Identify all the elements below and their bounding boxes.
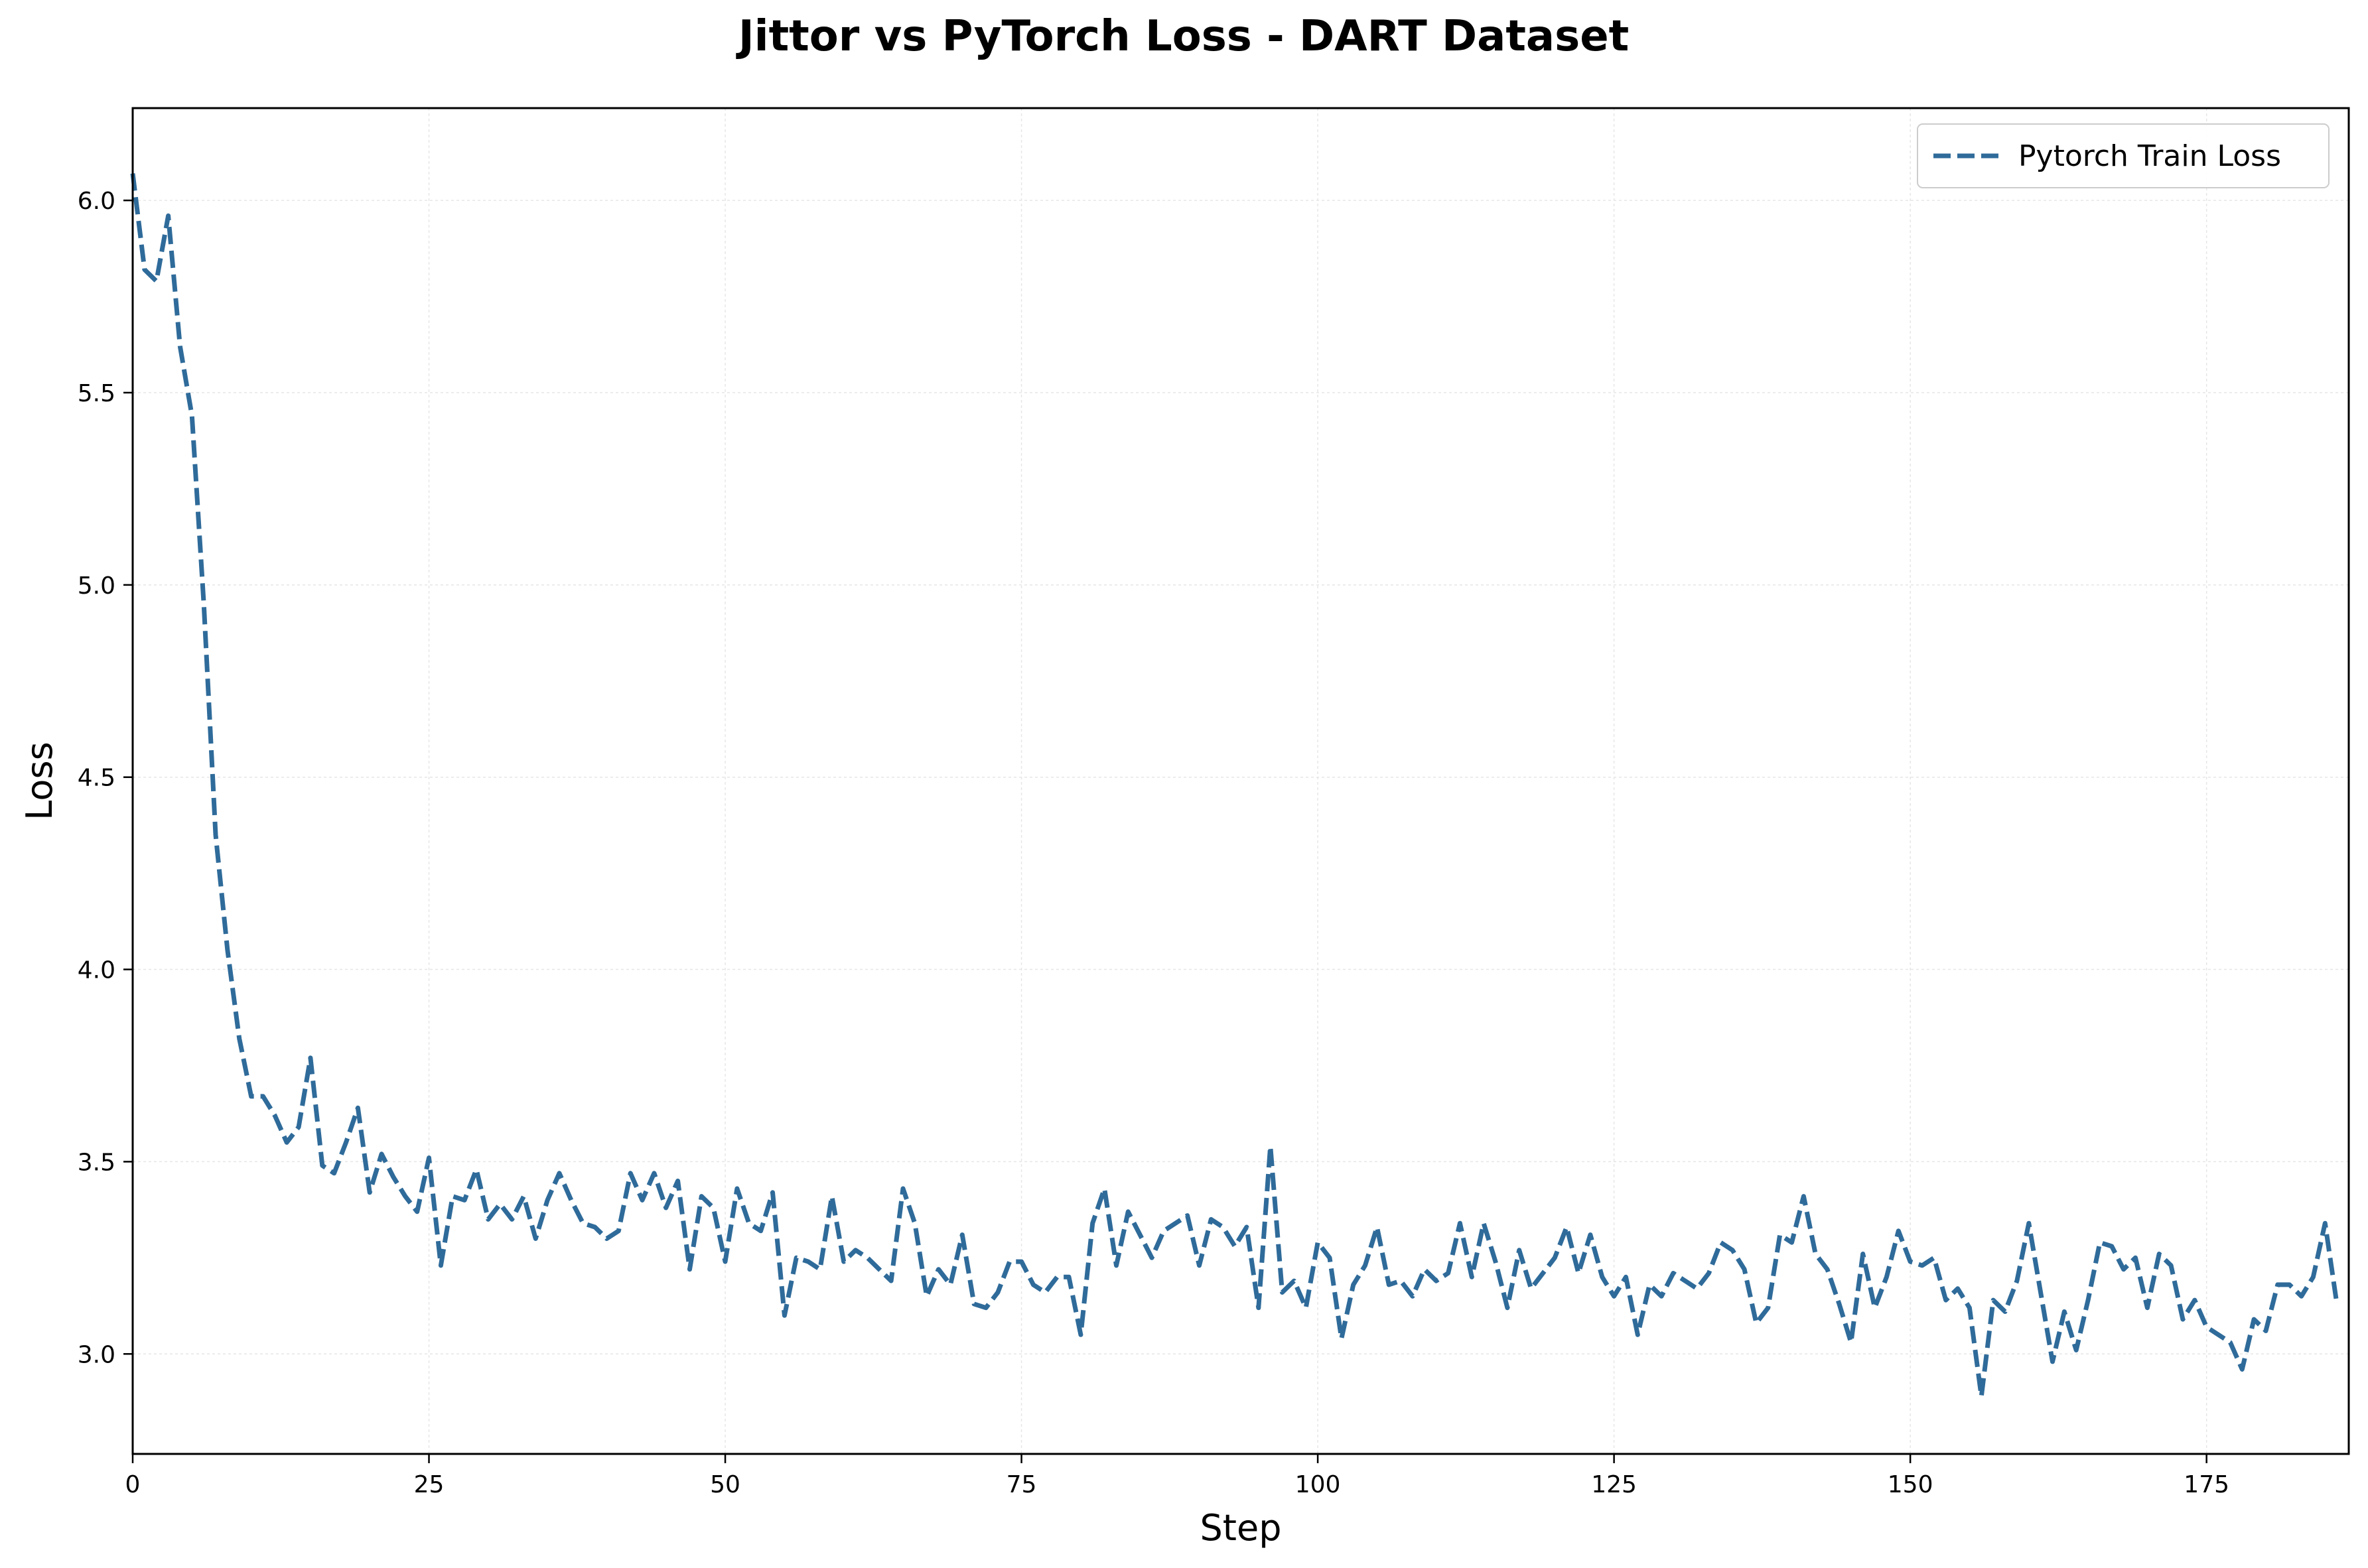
legend-box: [1917, 123, 2330, 188]
series-layer: [130, 173, 2339, 1399]
plot-frame: [131, 107, 2350, 1455]
y-axis-label: Loss: [19, 742, 60, 820]
x-tick-label: 125: [1591, 1471, 1637, 1498]
x-tick-label: 100: [1295, 1471, 1341, 1498]
x-tick-label: 0: [125, 1471, 141, 1498]
x-tick-label: 150: [1888, 1471, 1933, 1498]
legend-label: Pytorch Train Loss: [2018, 139, 2281, 173]
legend: Pytorch Train Loss: [1917, 123, 2330, 188]
y-tick-label: 4.5: [78, 765, 115, 792]
series-line-0: [130, 173, 2339, 1399]
chart-title: Jittor vs PyTorch Loss - DART Dataset: [736, 12, 1629, 61]
x-axis-label: Step: [1200, 1507, 1282, 1549]
x-tick-label: 25: [414, 1471, 445, 1498]
y-tick-label: 5.5: [78, 380, 115, 407]
y-tick-label: 5.0: [78, 572, 115, 600]
y-tick-label: 6.0: [78, 188, 115, 215]
y-tick-label: 3.5: [78, 1149, 115, 1176]
x-axis-ticks: 0 25 50 75 100 125 150 175: [125, 1454, 2229, 1498]
y-tick-label: 3.0: [78, 1341, 115, 1368]
y-axis-ticks: 3.0 3.5 4.0 4.5 5.0 5.5 6.0: [78, 188, 133, 1368]
grid-lines: [132, 108, 2349, 1454]
x-tick-label: 50: [710, 1471, 740, 1498]
y-tick-label: 4.0: [78, 957, 115, 984]
x-tick-label: 75: [1007, 1471, 1037, 1498]
x-tick-label: 175: [2184, 1471, 2229, 1498]
